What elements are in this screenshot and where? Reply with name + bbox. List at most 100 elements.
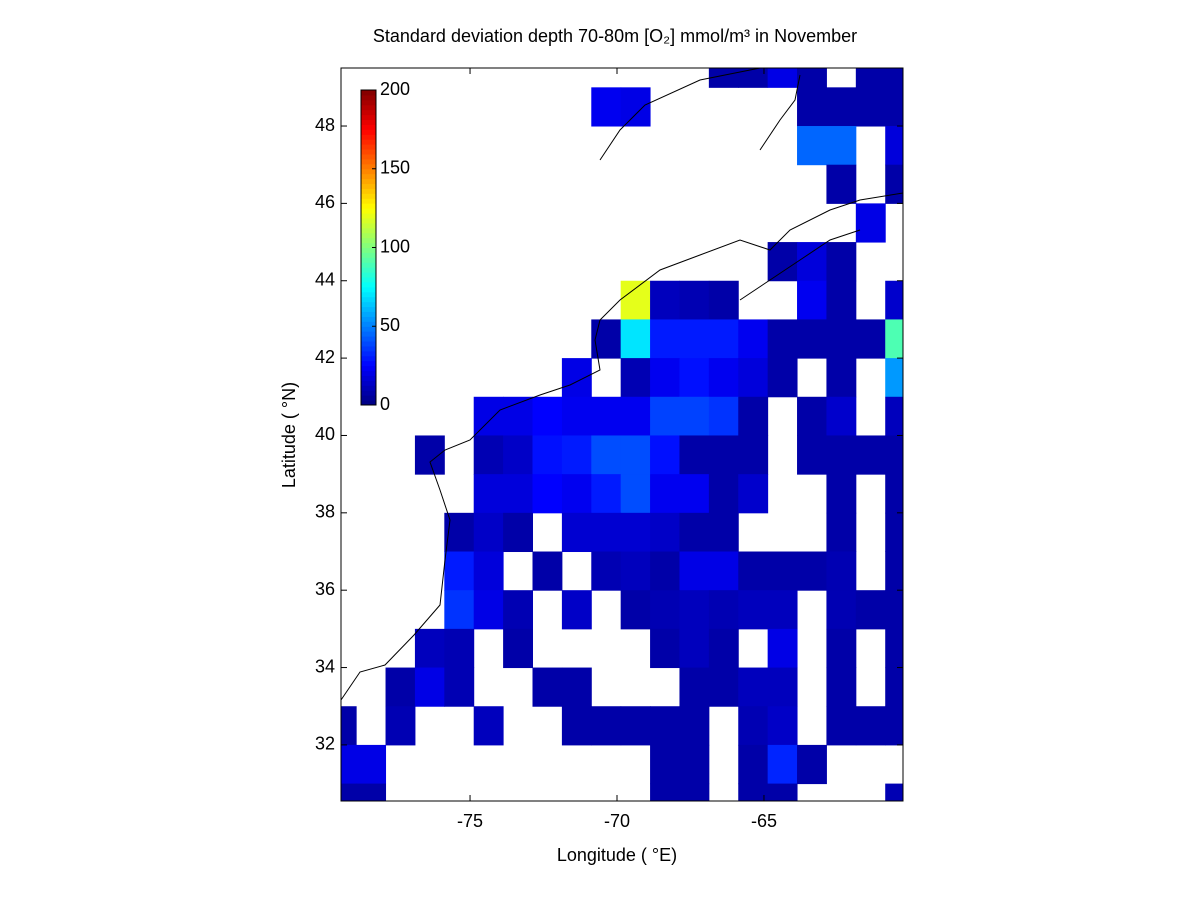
colorbar-swatch	[361, 114, 376, 121]
cell	[561, 706, 592, 746]
colorbar-swatch	[361, 232, 376, 239]
cell	[679, 783, 710, 801]
cell	[767, 358, 798, 398]
cell	[473, 512, 504, 553]
cell	[679, 319, 710, 359]
cell	[708, 474, 739, 514]
colorbar-swatch	[361, 257, 376, 263]
cell	[885, 551, 903, 591]
cell	[797, 87, 827, 127]
colorbar-swatch	[361, 198, 376, 204]
colorbar-swatch	[361, 375, 376, 381]
cell	[503, 512, 533, 553]
cell	[650, 280, 680, 320]
y-tick-label: 44	[315, 269, 335, 289]
colorbar-swatch	[361, 109, 376, 116]
cell	[738, 474, 769, 514]
colorbar-swatch	[361, 227, 376, 234]
cell	[708, 435, 739, 475]
cell	[885, 280, 903, 320]
cell	[591, 474, 622, 514]
cell	[708, 280, 739, 320]
cell	[620, 396, 651, 436]
colorbar-swatch	[361, 277, 376, 283]
cell	[885, 628, 903, 669]
cell	[473, 706, 504, 746]
cell	[679, 512, 710, 553]
cell	[826, 628, 857, 669]
cell	[885, 783, 903, 801]
cell	[797, 319, 827, 359]
cell	[679, 474, 710, 514]
colorbar-swatch	[361, 341, 376, 347]
cell	[708, 512, 739, 553]
cell	[650, 551, 680, 591]
cell	[826, 242, 857, 282]
cell	[561, 667, 592, 707]
cell	[532, 435, 563, 475]
cell	[385, 667, 416, 707]
cell	[444, 590, 475, 630]
cell	[826, 512, 857, 553]
colorbar-swatch	[361, 134, 376, 140]
cell	[591, 435, 622, 475]
colorbar-swatch	[361, 247, 376, 253]
cell	[797, 68, 827, 88]
cell	[591, 551, 622, 591]
cell	[503, 474, 533, 514]
colorbar-swatch	[361, 213, 376, 219]
cell	[561, 590, 592, 630]
cell	[767, 628, 798, 669]
y-tick-label: 42	[315, 347, 335, 367]
cell	[738, 435, 769, 475]
cell	[826, 706, 857, 746]
colorbar-swatch	[361, 149, 376, 155]
cell	[826, 396, 857, 436]
cell	[620, 319, 651, 359]
cell	[826, 164, 857, 204]
cell	[885, 87, 903, 127]
cell	[620, 435, 651, 475]
cell	[532, 396, 563, 436]
cell	[797, 744, 827, 785]
cell	[385, 706, 416, 746]
cell	[826, 590, 857, 630]
colorbar-swatch	[361, 286, 376, 293]
colorbar-swatch	[361, 360, 376, 367]
cell	[767, 551, 798, 591]
cell	[738, 68, 769, 88]
cell	[855, 203, 886, 243]
x-tick-label: -75	[457, 811, 483, 831]
y-tick-label: 46	[315, 192, 335, 212]
cell	[826, 126, 857, 166]
cell	[767, 590, 798, 630]
colorbar-swatch	[361, 94, 376, 101]
colorbar-swatch	[361, 242, 376, 248]
cell	[444, 628, 475, 669]
cell	[738, 590, 769, 630]
cell	[767, 319, 798, 359]
cell	[885, 706, 903, 746]
colorbar-swatch	[361, 321, 376, 327]
cell	[679, 744, 710, 785]
cell	[650, 706, 680, 746]
cell	[885, 358, 903, 398]
cell	[650, 319, 680, 359]
colorbar-swatch	[361, 158, 376, 165]
colorbar-swatch	[361, 139, 376, 145]
cell	[797, 280, 827, 320]
colorbar-swatch	[361, 281, 376, 288]
cell	[708, 551, 739, 591]
cell	[532, 474, 563, 514]
colorbar-swatch	[361, 163, 376, 170]
cell	[591, 319, 622, 359]
colorbar-swatch	[361, 183, 376, 189]
cell	[679, 667, 710, 707]
y-tick-label: 48	[315, 115, 335, 135]
cell	[650, 474, 680, 514]
cell	[561, 396, 592, 436]
cell	[708, 628, 739, 669]
cell	[341, 706, 357, 746]
cell	[503, 396, 533, 436]
cell	[855, 590, 886, 630]
